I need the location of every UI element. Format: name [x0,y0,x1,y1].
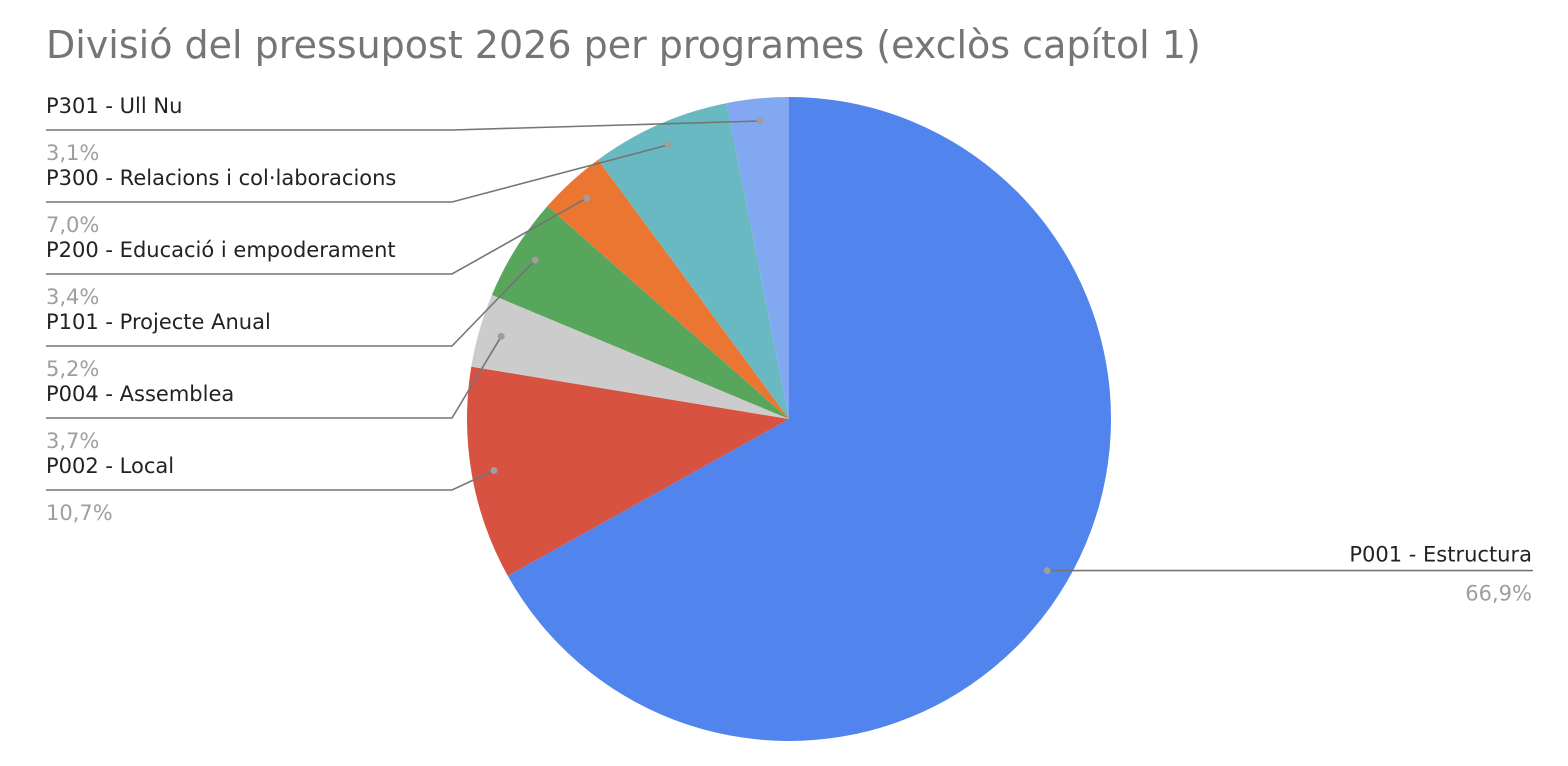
leader-line-5-dot [583,194,591,202]
slice-label-1: P001 - Estructura [1349,543,1532,567]
leader-line-3 [46,335,502,419]
slice-value-4: 5,2% [46,357,99,381]
slice-value-3: 3,7% [46,429,99,453]
pie-slice-7 [726,97,789,419]
chart-title: Divisió del pressupost 2026 per programe… [46,23,1201,67]
pie-slice-5 [547,159,789,419]
slice-label-5: P200 - Educació i empoderament [46,238,396,262]
leader-line-2 [46,469,495,491]
leader-line-3-dot [497,332,505,340]
pie-slice-2 [467,366,789,576]
leader-line-6-dot [664,141,672,149]
pie-slice-3 [471,294,789,419]
leader-line-6 [46,144,669,203]
slice-value-2: 10,7% [46,501,113,525]
leader-line-7 [46,120,760,131]
slice-labels: P301 - Ull Nu 3,1%P300 - Relacions i col·… [46,94,1533,606]
leader-line-7-dot [756,117,764,125]
slice-value-7: 3,1% [46,141,99,165]
leader-line-4 [46,259,536,347]
slice-label-4: P101 - Projecte Anual [46,310,271,334]
slice-label-7: P301 - Ull Nu [46,94,182,118]
leader-line-2-dot [490,467,498,474]
pie-slice-1 [507,96,1112,742]
pie-slices [467,96,1112,742]
slice-label-2: P002 - Local [46,454,174,478]
leader-line-5 [46,197,588,275]
slice-label-3: P004 - Assemblea [46,382,234,406]
leader-line-1-dot [1043,567,1051,575]
pie-slice-4 [491,206,789,419]
slice-label-6: P300 - Relacions i col·laboracions [46,166,396,190]
pie-slice-6 [598,103,789,419]
slice-value-1: 66,9% [1465,582,1532,606]
slice-value-5: 3,4% [46,285,99,309]
slice-value-6: 7,0% [46,213,99,237]
leader-line-4-dot [531,256,539,264]
